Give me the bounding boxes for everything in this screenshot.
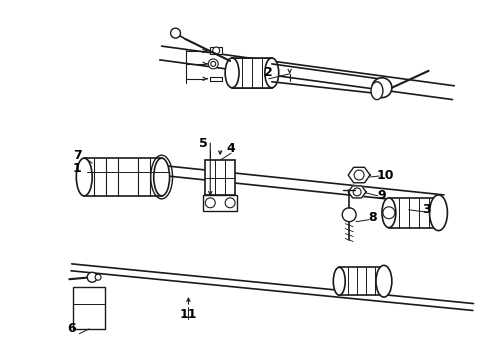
Circle shape [208, 59, 218, 69]
Circle shape [170, 28, 180, 38]
Circle shape [371, 78, 391, 98]
Text: 4: 4 [226, 142, 235, 155]
Text: 2: 2 [264, 66, 273, 79]
Circle shape [212, 47, 219, 54]
Text: 5: 5 [199, 137, 207, 150]
Ellipse shape [333, 267, 345, 295]
Bar [203, 195, 237, 211]
Circle shape [205, 198, 215, 208]
Circle shape [342, 208, 355, 222]
Circle shape [87, 272, 97, 282]
Bar [205, 160, 235, 195]
Text: 1: 1 [73, 162, 81, 175]
Polygon shape [347, 186, 366, 198]
Ellipse shape [264, 58, 278, 88]
Ellipse shape [375, 265, 391, 297]
Ellipse shape [428, 195, 447, 231]
Text: 6: 6 [67, 322, 76, 336]
Circle shape [353, 170, 364, 180]
Polygon shape [347, 167, 369, 183]
Circle shape [95, 274, 101, 280]
Ellipse shape [76, 158, 92, 196]
Bar [232, 58, 271, 88]
Text: 10: 10 [375, 168, 393, 181]
Text: 3: 3 [422, 203, 430, 216]
Bar [339, 267, 383, 295]
Text: 7: 7 [73, 149, 81, 162]
Text: 11: 11 [179, 309, 197, 321]
Circle shape [224, 198, 235, 208]
Circle shape [382, 207, 394, 219]
Bar [388, 198, 438, 228]
Bar [73, 287, 105, 329]
Circle shape [210, 62, 215, 66]
Circle shape [352, 188, 360, 196]
Ellipse shape [381, 198, 395, 228]
Ellipse shape [224, 58, 239, 88]
Ellipse shape [153, 158, 169, 196]
Bar [84, 158, 162, 196]
Text: 9: 9 [377, 189, 386, 202]
Text: 8: 8 [368, 211, 377, 224]
Bar [210, 47, 222, 54]
Ellipse shape [370, 82, 382, 100]
